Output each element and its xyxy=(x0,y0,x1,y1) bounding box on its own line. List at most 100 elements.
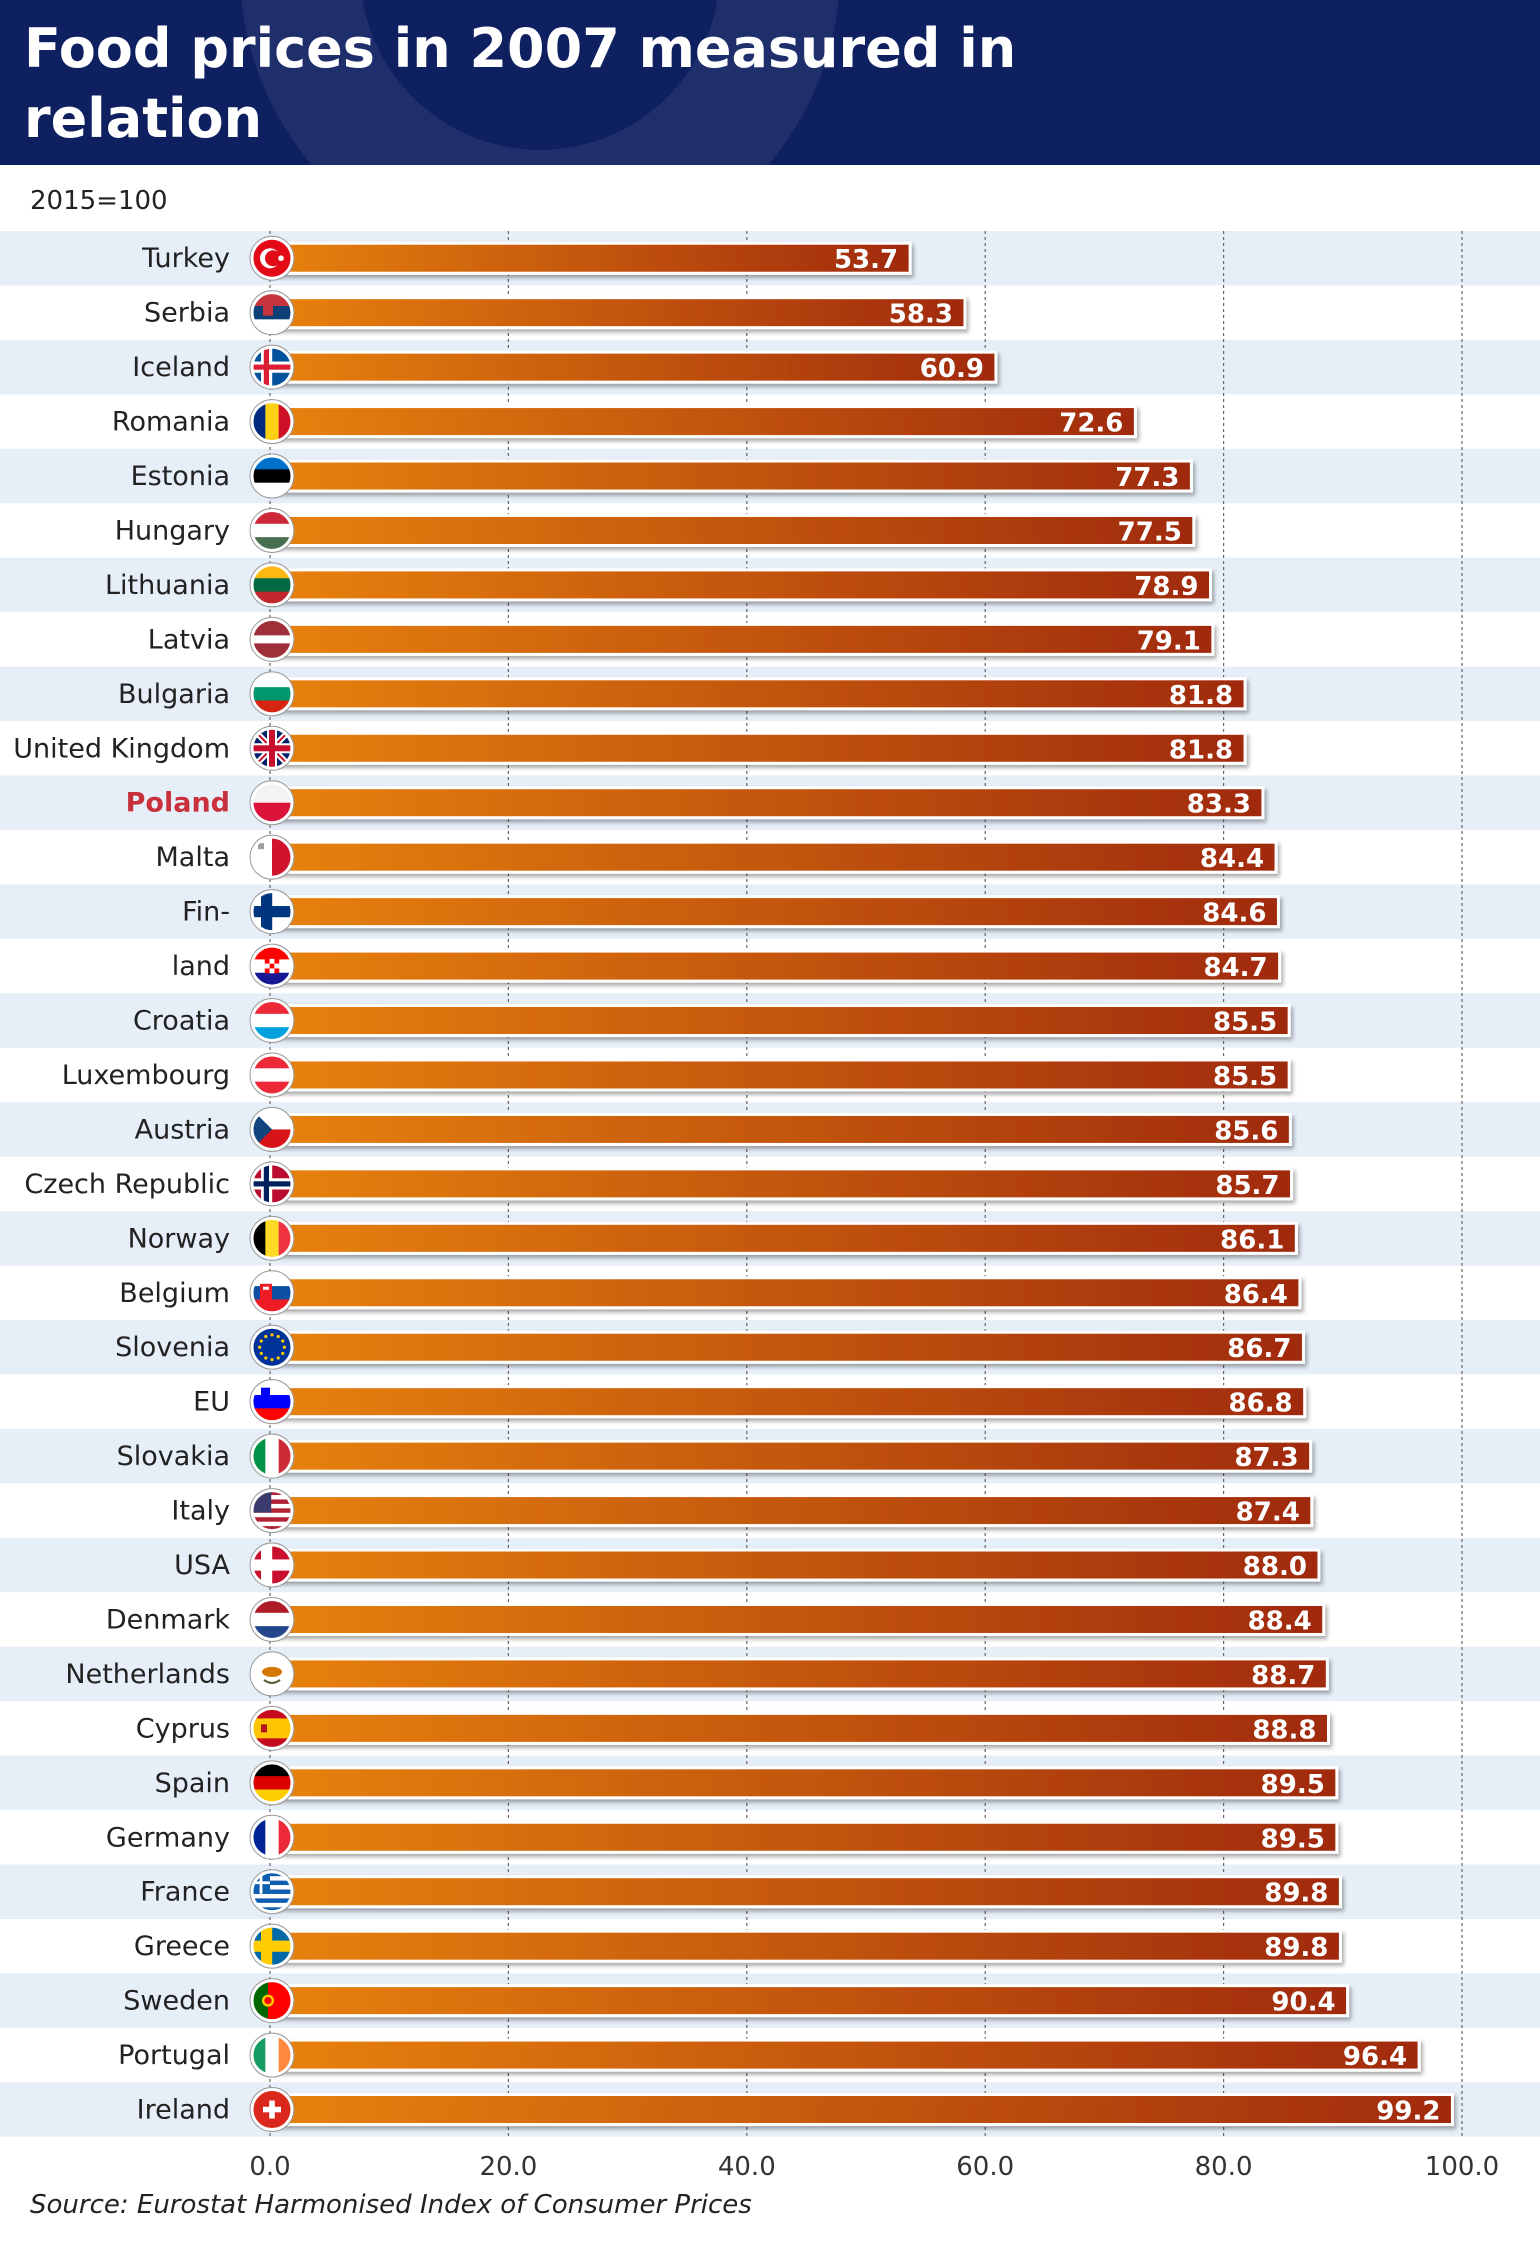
flag-ring xyxy=(250,672,294,716)
category-label: USA xyxy=(174,1550,230,1581)
bar xyxy=(268,1875,1342,1909)
flag-outline xyxy=(249,1542,295,1588)
category-label: Luxembourg xyxy=(62,1060,230,1091)
value-label: 85.7 xyxy=(1215,1171,1279,1201)
flag-outline xyxy=(249,290,295,336)
category-label: Norway xyxy=(128,1223,230,1254)
category-label: EU xyxy=(193,1387,230,1418)
value-label: 53.7 xyxy=(834,245,898,275)
flag-outline xyxy=(249,998,295,1044)
flag-ring xyxy=(250,454,294,498)
flag-ring xyxy=(250,291,294,335)
value-label: 81.8 xyxy=(1169,735,1233,765)
category-label: Austria xyxy=(135,1114,230,1145)
flag-ring xyxy=(250,400,294,444)
bar xyxy=(268,1167,1294,1201)
value-label: 86.1 xyxy=(1220,1225,1284,1255)
flag-ring xyxy=(250,1979,294,2023)
value-label: 84.4 xyxy=(1200,844,1264,874)
value-label: 58.3 xyxy=(889,300,953,330)
flag-ring xyxy=(250,1271,294,1315)
bar xyxy=(268,405,1137,439)
value-label: 86.8 xyxy=(1228,1389,1292,1419)
category-label: Greece xyxy=(134,1931,230,1962)
category-label: Iceland xyxy=(132,352,230,383)
bar xyxy=(268,1112,1292,1146)
bar xyxy=(268,1494,1314,1528)
value-label: 89.8 xyxy=(1264,1879,1328,1909)
flag-ring xyxy=(250,835,294,879)
flag-ring xyxy=(250,2088,294,2132)
value-label: 81.8 xyxy=(1169,681,1233,711)
x-tick-label: 60.0 xyxy=(956,2152,1014,2182)
category-label: Portugal xyxy=(118,2040,230,2071)
value-label: 96.4 xyxy=(1343,2042,1407,2072)
flag-ring xyxy=(250,1216,294,1260)
category-label: Estonia xyxy=(131,461,230,492)
value-label: 87.4 xyxy=(1236,1498,1300,1528)
bar xyxy=(268,1820,1339,1854)
value-label: 85.5 xyxy=(1213,1062,1277,1092)
value-label: 86.7 xyxy=(1227,1334,1291,1364)
category-label: Turkey xyxy=(141,243,230,274)
value-label: 83.3 xyxy=(1187,790,1251,820)
value-label: 88.0 xyxy=(1243,1552,1307,1582)
flag-ring xyxy=(250,617,294,661)
bar xyxy=(268,350,998,384)
flag-outline xyxy=(249,780,295,826)
flag-ring xyxy=(250,236,294,280)
value-label: 85.5 xyxy=(1213,1008,1277,1038)
category-label: Belgium xyxy=(119,1278,230,1309)
category-label: Cyprus xyxy=(136,1713,230,1744)
category-label: Latvia xyxy=(148,624,230,655)
flag-ring xyxy=(250,944,294,988)
category-label: Slovenia xyxy=(115,1332,230,1363)
bar xyxy=(268,1929,1342,1963)
bar xyxy=(268,1548,1321,1582)
flag-outline xyxy=(249,562,295,608)
x-tick-label: 80.0 xyxy=(1195,2152,1253,2182)
category-label: Germany xyxy=(106,1822,230,1853)
x-tick-label: 0.0 xyxy=(249,2152,290,2182)
flag-outline xyxy=(249,1270,295,1316)
category-label: Denmark xyxy=(106,1604,230,1635)
category-label: Ireland xyxy=(137,2095,230,2126)
flag-outline xyxy=(249,1379,295,1425)
chart-header: Food prices in 2007 measured in relation… xyxy=(0,0,1540,165)
bar xyxy=(268,1439,1313,1473)
category-label: Fin- xyxy=(182,897,230,928)
bar xyxy=(268,1766,1339,1800)
category-label: Romania xyxy=(112,407,230,438)
source-note: Source: Eurostat Harmonised Index of Con… xyxy=(30,2190,752,2220)
flag-ring xyxy=(250,1325,294,1369)
value-label: 77.5 xyxy=(1118,517,1182,547)
flag-ring xyxy=(250,1543,294,1587)
flag-outline xyxy=(249,1161,295,1207)
bar xyxy=(268,1330,1305,1364)
value-label: 84.6 xyxy=(1202,899,1266,929)
flag-ring xyxy=(250,1597,294,1641)
flag-outline xyxy=(249,1324,295,1370)
bar xyxy=(268,1602,1326,1636)
value-label: 88.7 xyxy=(1251,1661,1315,1691)
bar xyxy=(268,241,912,275)
bar xyxy=(268,1221,1298,1255)
flag-ring xyxy=(250,781,294,825)
unit-label: 2015=100 xyxy=(30,186,168,216)
value-label: 85.6 xyxy=(1214,1116,1278,1146)
flag-outline xyxy=(249,943,295,989)
value-label: 89.5 xyxy=(1261,1824,1325,1854)
malta-flag-icon xyxy=(252,837,292,878)
category-label: Bulgaria xyxy=(118,679,230,710)
flag-outline xyxy=(249,1923,295,1969)
flag-outline xyxy=(249,453,295,499)
bar xyxy=(268,895,1280,929)
bar xyxy=(268,2038,1421,2072)
flag-ring xyxy=(250,2033,294,2077)
flag-outline xyxy=(249,1760,295,1806)
flag-ring xyxy=(250,1434,294,1478)
flag-outline xyxy=(249,1488,295,1534)
category-label: Sweden xyxy=(123,1986,230,2017)
flag-ring xyxy=(250,508,294,552)
x-tick-label: 20.0 xyxy=(479,2152,537,2182)
